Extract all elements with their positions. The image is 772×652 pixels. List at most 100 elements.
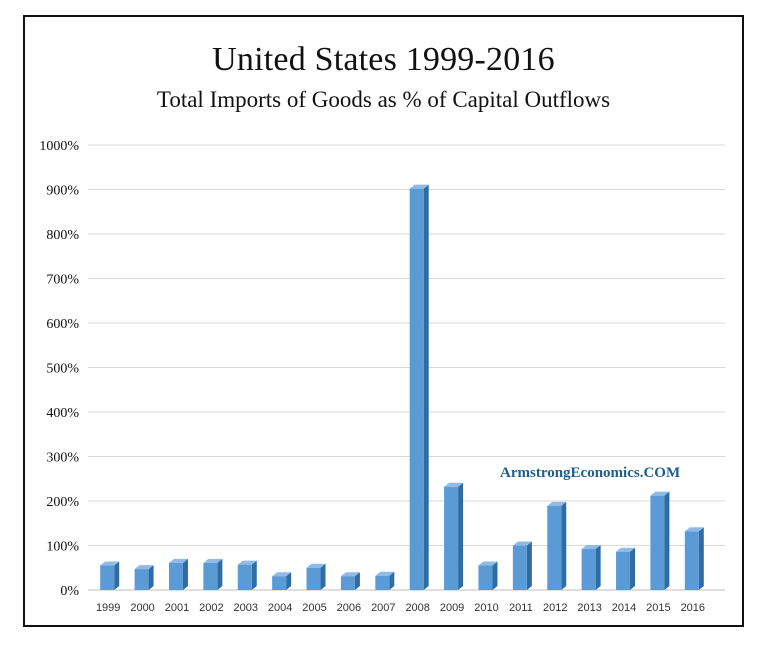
x-tick-label: 2006 bbox=[337, 602, 361, 614]
bar-top bbox=[512, 541, 532, 546]
bar-front bbox=[581, 549, 596, 590]
bar-side bbox=[698, 527, 704, 590]
bar bbox=[581, 545, 601, 590]
bar-top bbox=[547, 501, 567, 506]
chart-subtitle: Total Imports of Goods as % of Capital O… bbox=[156, 87, 611, 112]
bar-side bbox=[114, 561, 120, 590]
bar-side bbox=[182, 558, 188, 590]
bar-top bbox=[444, 482, 464, 487]
bar-front bbox=[203, 562, 218, 590]
bar-front bbox=[444, 486, 459, 590]
bar-front bbox=[340, 576, 355, 590]
bar-front bbox=[237, 564, 252, 590]
bar-top bbox=[306, 563, 326, 568]
bar bbox=[306, 563, 326, 590]
bar bbox=[375, 571, 395, 590]
bar-top bbox=[684, 527, 704, 532]
bar-side bbox=[492, 561, 498, 590]
bar-top bbox=[134, 565, 154, 570]
x-tick-label: 2001 bbox=[165, 602, 189, 614]
bar-side bbox=[664, 491, 670, 590]
x-tick-label: 2002 bbox=[199, 602, 223, 614]
y-tick-label: 800% bbox=[46, 228, 79, 243]
bar-front bbox=[272, 576, 287, 590]
bar-top bbox=[272, 572, 292, 577]
bar-top bbox=[100, 561, 120, 566]
bar bbox=[616, 547, 636, 590]
bars bbox=[100, 184, 704, 591]
bar-top bbox=[478, 561, 498, 566]
bar bbox=[444, 482, 464, 590]
y-tick-label: 900% bbox=[46, 184, 79, 199]
bar-top bbox=[581, 545, 601, 550]
bar-front bbox=[306, 567, 321, 590]
bar-side bbox=[526, 541, 532, 590]
bar-side bbox=[595, 545, 601, 590]
bar-top bbox=[375, 571, 395, 576]
bar bbox=[547, 501, 567, 590]
x-tick-label: 2007 bbox=[371, 602, 395, 614]
bar bbox=[650, 491, 670, 590]
bar-side bbox=[389, 571, 395, 590]
chart-frame: United States 1999-2016 Total Imports of… bbox=[23, 15, 744, 627]
y-tick-label: 700% bbox=[46, 273, 79, 288]
bar-front bbox=[650, 495, 665, 590]
bar bbox=[272, 572, 292, 590]
bar-front bbox=[168, 562, 183, 590]
bar-side bbox=[354, 572, 360, 590]
bar-side bbox=[148, 565, 154, 590]
x-tick-label: 2009 bbox=[440, 602, 464, 614]
bar bbox=[100, 561, 120, 590]
bar bbox=[409, 184, 429, 591]
bar-top bbox=[168, 558, 188, 563]
x-tick-label: 2005 bbox=[302, 602, 326, 614]
x-tick-label: 2015 bbox=[646, 602, 670, 614]
bar-top bbox=[616, 547, 636, 552]
bar-front bbox=[478, 565, 493, 590]
bar-top bbox=[203, 558, 223, 563]
y-tick-label: 200% bbox=[46, 495, 79, 510]
bar-front bbox=[684, 531, 699, 590]
x-tick-label: 2014 bbox=[612, 602, 636, 614]
bar-front bbox=[134, 569, 149, 590]
bar-front bbox=[409, 188, 424, 591]
bar-side bbox=[217, 558, 223, 590]
x-tick-label: 2011 bbox=[509, 602, 533, 614]
bar-front bbox=[547, 505, 562, 590]
bar bbox=[340, 572, 360, 590]
y-tick-label: 300% bbox=[46, 451, 79, 466]
x-tick-label: 2013 bbox=[577, 602, 601, 614]
x-axis-labels: 1999 2000 2001 2002 2003 2004 2005 2006 2007 2008… bbox=[96, 602, 705, 614]
bar-top bbox=[409, 184, 429, 189]
bar-top bbox=[237, 560, 257, 565]
x-tick-label: 2008 bbox=[405, 602, 429, 614]
bar-side bbox=[423, 184, 429, 591]
bar-side bbox=[458, 482, 464, 590]
x-tick-label: 2004 bbox=[268, 602, 292, 614]
x-tick-label: 2010 bbox=[474, 602, 498, 614]
x-tick-label: 2012 bbox=[543, 602, 567, 614]
y-tick-label: 0% bbox=[60, 584, 79, 599]
bar bbox=[512, 541, 532, 590]
bar bbox=[134, 565, 154, 590]
bar-front bbox=[616, 551, 631, 590]
bar-side bbox=[320, 563, 326, 590]
bar-top bbox=[340, 572, 360, 577]
y-tick-label: 500% bbox=[46, 362, 79, 377]
bar-side bbox=[630, 547, 636, 590]
x-tick-label: 2016 bbox=[681, 602, 705, 614]
bar bbox=[237, 560, 257, 590]
bar-side bbox=[286, 572, 292, 590]
bar-front bbox=[512, 545, 527, 590]
x-tick-label: 1999 bbox=[96, 602, 120, 614]
y-tick-label: 100% bbox=[46, 540, 79, 555]
chart-title: United States 1999-2016 bbox=[212, 41, 555, 78]
bar bbox=[684, 527, 704, 590]
bar-side bbox=[561, 501, 567, 590]
bar-front bbox=[100, 565, 115, 590]
y-tick-label: 400% bbox=[46, 406, 79, 421]
y-axis-labels: 0% 100% 200% 300% 400% 500% 600% 700% 800% 900% 10… bbox=[39, 139, 79, 599]
bar-side bbox=[251, 560, 257, 590]
bar bbox=[168, 558, 188, 590]
